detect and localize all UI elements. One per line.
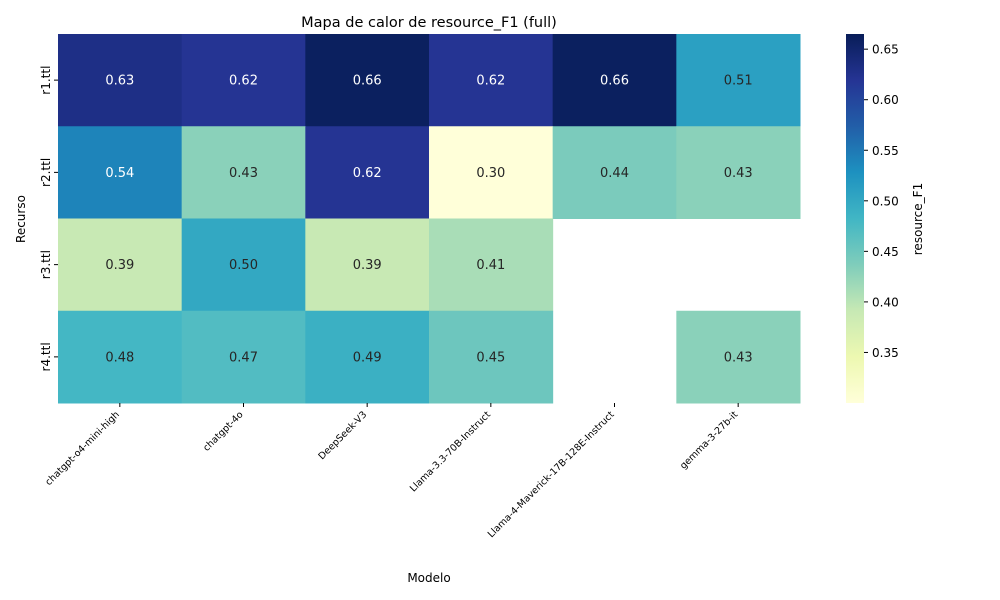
x-axis-label: Modelo [407,571,450,585]
heatmap-cell [181,126,306,219]
colorbar-tick-label: 0.40 [872,295,899,309]
cell-value-label: 0.54 [105,166,134,181]
cell-value-label: 0.50 [229,258,258,273]
heatmap-cell [429,34,554,127]
x-tick-label: Llama-4-Maverick-17B-128E-Instruct [486,409,617,540]
cell-value-label: 0.66 [600,74,629,89]
heatmap-cell [181,218,306,312]
x-tick-label: chatgpt-4o [201,409,246,454]
heatmap-cell [305,218,430,312]
heatmap-cell [58,34,183,127]
colorbar-tick-label: 0.60 [872,93,899,107]
cell-value-label: 0.39 [105,258,134,273]
cell-value-label: 0.62 [353,166,382,181]
cell-value-label: 0.66 [353,74,382,89]
x-tick-label: chatgpt-o4-mini-high [43,409,122,488]
colorbar: 0.35 0.40 0.45 0.50 0.55 0.60 0.65 [846,34,899,403]
cell-value-label: 0.51 [724,74,753,89]
heatmap-cell [58,126,183,219]
cell-value-label: 0.41 [476,258,505,273]
colorbar-tick-label: 0.45 [872,245,899,259]
heatmap-cell [181,310,306,404]
heatmap-cells [58,34,801,404]
heatmap-cell [429,218,554,312]
cell-value-label: 0.43 [229,166,258,181]
cell-value-label: 0.62 [229,74,258,89]
y-axis: r1.ttl r2.ttl r3.ttl r4.ttl [39,66,58,371]
x-tick-label: DeepSeek-V3 [316,409,369,462]
heatmap-cell [181,34,306,127]
cell-value-label: 0.62 [476,74,505,89]
cell-value-label: 0.44 [600,166,629,181]
cell-value-label: 0.30 [476,166,505,181]
heatmap-cell [429,310,554,404]
colorbar-tick-label: 0.55 [872,144,899,158]
y-tick-label: r3.ttl [39,250,53,279]
x-tick-label: gemma-3-27b-it [678,409,740,471]
y-tick-label: r2.ttl [39,158,53,187]
colorbar-gradient [846,34,864,403]
cell-value-label: 0.49 [353,350,382,365]
colorbar-tick-label: 0.50 [872,194,899,208]
colorbar-label: resource_F1 [911,183,925,255]
x-axis: chatgpt-o4-mini-high chatgpt-4o DeepSeek-V… [43,403,740,540]
cell-value-label: 0.63 [105,74,134,89]
heatmap-cell [305,126,430,219]
heatmap-cell [552,34,677,127]
x-tick-label: Llama-3.3-70B-Instruct [408,409,493,494]
heatmap-cell [305,34,430,127]
heatmap-cell [552,126,677,219]
heatmap-cell [305,310,430,404]
cell-value-label: 0.47 [229,350,258,365]
cell-value-label: 0.45 [476,350,505,365]
heatmap-cell [676,34,801,127]
heatmap-cell [676,126,801,219]
cell-value-label: 0.48 [105,350,134,365]
y-tick-label: r4.ttl [39,342,53,371]
heatmap-cell [429,126,554,219]
heatmap-cell [58,310,183,404]
cell-annotations: 0.63 0.62 0.66 0.62 0.66 0.51 0.54 0.43 0.62 0.30… [105,74,752,366]
colorbar-tick-label: 0.65 [872,43,899,57]
heatmap-cell [676,310,801,404]
y-axis-label: Recurso [14,195,28,243]
cell-value-label: 0.39 [353,258,382,273]
cell-value-label: 0.43 [724,350,753,365]
y-tick-label: r1.ttl [39,66,53,95]
chart-title: Mapa de calor de resource_F1 (full) [301,15,557,31]
heatmap-cell [58,218,183,312]
colorbar-tick-label: 0.35 [872,346,899,360]
cell-value-label: 0.43 [724,166,753,181]
